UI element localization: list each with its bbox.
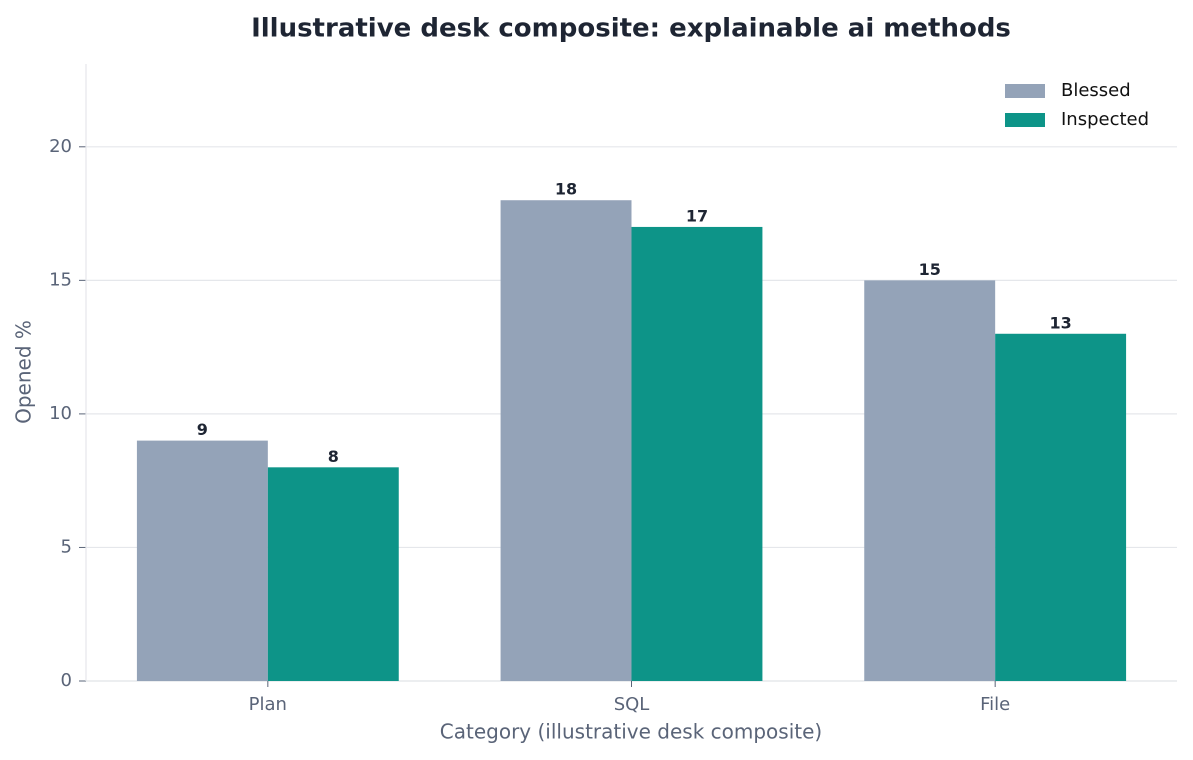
y-tick-label: 10 bbox=[49, 403, 72, 424]
data-label: 15 bbox=[919, 260, 941, 279]
bar bbox=[267, 467, 399, 681]
x-tick-label: SQL bbox=[614, 694, 650, 715]
bar bbox=[500, 200, 632, 682]
legend-swatch bbox=[1005, 84, 1045, 98]
bar bbox=[631, 226, 763, 682]
legend-label: Blessed bbox=[1061, 80, 1131, 101]
y-tick-label: 15 bbox=[49, 269, 72, 290]
data-label: 9 bbox=[197, 420, 208, 439]
chart-title: Illustrative desk composite: explainable… bbox=[251, 14, 1011, 44]
data-label: 18 bbox=[555, 180, 577, 199]
legend-swatch bbox=[1005, 113, 1045, 127]
bar bbox=[864, 280, 996, 681]
y-tick-label: 0 bbox=[61, 670, 72, 691]
data-label: 17 bbox=[686, 206, 708, 225]
x-tick-label: Plan bbox=[249, 694, 287, 715]
y-tick-label: 20 bbox=[49, 136, 72, 157]
data-label: 13 bbox=[1049, 313, 1071, 332]
bar bbox=[136, 440, 268, 681]
x-axis-label: Category (illustrative desk composite) bbox=[440, 720, 822, 744]
legend-label: Inspected bbox=[1061, 109, 1149, 130]
x-tick-label: File bbox=[980, 694, 1010, 715]
bar bbox=[995, 333, 1127, 681]
y-axis-label: Opened % bbox=[12, 320, 36, 424]
y-tick-label: 5 bbox=[61, 536, 72, 557]
data-label: 8 bbox=[328, 447, 339, 466]
